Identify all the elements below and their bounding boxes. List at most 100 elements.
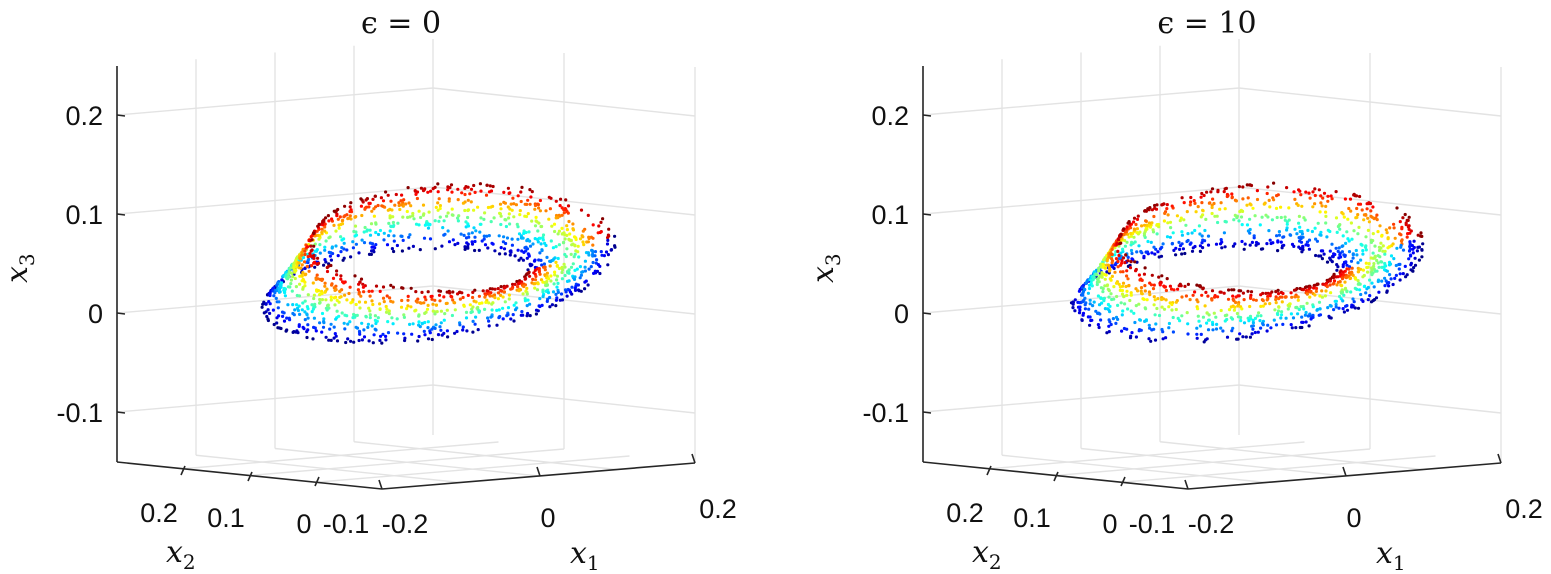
data-point [1364,261,1368,265]
data-point [1102,299,1106,303]
data-point [555,296,559,300]
data-point [520,310,524,314]
data-point [455,329,459,334]
data-point [1172,288,1176,292]
data-point [1170,302,1174,307]
data-point [1285,220,1289,224]
data-point [1304,190,1308,194]
data-point [303,266,307,270]
data-point [507,216,511,220]
data-point [1198,232,1202,236]
data-point [471,295,475,300]
data-point [1393,236,1397,240]
data-point [1259,314,1263,318]
data-point [1127,284,1131,288]
data-point [322,321,326,325]
data-point [306,293,310,297]
data-point [1152,295,1156,299]
data-point [491,204,495,208]
data-point [1211,328,1215,332]
data-point [1303,313,1307,317]
data-point [1108,304,1112,308]
data-point [1128,298,1132,303]
data-point [1317,188,1321,192]
data-point [1083,307,1087,311]
data-point [1251,321,1255,325]
data-point [360,213,364,218]
data-point [512,303,516,307]
data-point [508,207,512,211]
data-point [357,300,362,304]
data-point [1129,309,1133,313]
data-point [486,205,490,210]
data-point [1206,243,1211,247]
data-point [457,214,461,218]
data-point [510,243,514,247]
data-point [1377,265,1381,269]
data-point [349,339,353,343]
data-point [1341,212,1345,216]
data-point [537,270,542,274]
data-point [517,258,521,262]
data-point [1398,262,1402,266]
data-point [1197,224,1201,228]
data-point [1334,299,1338,303]
y-tick-label: 0.1 [1013,503,1051,533]
data-point [1099,296,1103,300]
data-point [1304,310,1308,315]
data-point [418,248,422,252]
data-point [1394,273,1398,277]
data-point [1323,294,1327,298]
data-point [1238,210,1242,214]
data-point [1358,288,1362,292]
data-point [1167,326,1171,330]
data-point [471,290,475,294]
data-point [544,209,548,213]
data-point [1125,274,1129,278]
data-point [528,314,532,318]
data-point [294,265,298,269]
data-point [282,311,286,315]
data-point [1300,325,1304,330]
data-point [1133,320,1137,325]
y-tick-label: 0.2 [946,498,984,528]
data-point [506,186,510,190]
data-point [401,215,405,219]
data-point [1177,240,1181,244]
data-point [554,199,558,203]
data-point [302,327,306,331]
data-point [385,307,389,311]
data-point [507,212,511,216]
data-point [423,333,427,337]
data-point [417,223,421,227]
data-point [1262,202,1266,206]
data-point [1248,314,1253,318]
data-point [1195,332,1199,336]
data-point [343,204,347,208]
data-point [438,204,442,208]
data-point [323,284,327,288]
data-point [1240,239,1244,244]
data-point [570,243,574,247]
data-point [566,211,570,215]
data-point [474,315,478,319]
data-point [260,305,264,309]
data-point [1351,256,1355,260]
data-point [366,322,370,326]
data-point [1245,183,1249,187]
data-point [1168,284,1172,288]
data-point [539,242,543,246]
data-point [571,222,575,226]
data-point [581,240,585,244]
data-point [1253,214,1257,218]
data-point [565,247,569,251]
data-point [1204,217,1208,221]
data-point [1324,204,1328,208]
data-point [1256,330,1260,334]
data-point [399,305,404,309]
data-point [1393,276,1397,280]
data-point [1346,217,1350,221]
data-point [1130,331,1134,335]
data-point [497,234,501,238]
data-point [418,325,422,329]
